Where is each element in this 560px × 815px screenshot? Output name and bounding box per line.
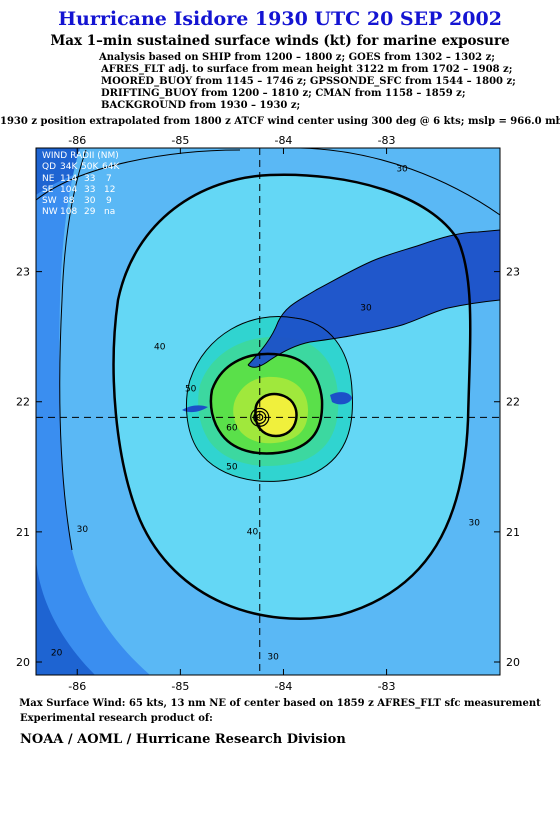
y-tick-label-left-1: 22	[16, 396, 30, 409]
x-tick-label-bottom-3: -83	[378, 680, 396, 693]
x-tick-label-top-1: -85	[171, 134, 189, 147]
analysis-line-2: AFRES_FLT adj. to surface from mean heig…	[101, 64, 513, 75]
y-tick-label-right-1: 22	[506, 396, 520, 409]
contour-34	[112, 173, 472, 620]
analysis-line-4: DRIFTING_BUOY from 1200 – 1810 z; CMAN f…	[101, 88, 466, 99]
center-ring-1	[250, 407, 270, 427]
wind-radii-header-34k: 34K	[60, 162, 78, 172]
map-title: Hurricane Isidore 1930 UTC 20 SEP 2002	[58, 8, 502, 30]
wind-radii-ne-qd: NE	[42, 174, 55, 184]
wind-radii-se-50k: 33	[84, 185, 95, 195]
field-60	[255, 394, 297, 436]
wind-radii-ne-50k: 33	[84, 174, 95, 184]
wind-radii-se-34k: 104	[60, 185, 77, 195]
contour-label-1: 30	[360, 304, 372, 314]
wind-radii-header-qd: QD	[42, 162, 56, 172]
analysis-line-3: MOORED_BUOY from 1145 – 1746 z; GPSSONDE…	[101, 76, 516, 87]
wind-radii-sw-34k: 88	[63, 196, 75, 206]
contour-label-3: 50	[185, 384, 197, 394]
analysis-line-5: BACKGROUND from 1930 – 1930 z;	[101, 100, 301, 111]
analysis-line-1: Analysis based on SHIP from 1200 – 1800 …	[99, 52, 495, 63]
cuba-coastline	[247, 229, 500, 368]
wind-analysis-chart: 30 30 40 50 60 50 40 30 30 30 20 WIND RADII (NM) Q…	[16, 134, 520, 693]
plot-frame	[35, 147, 501, 676]
x-tick-label-top-3: -83	[378, 134, 396, 147]
x-tick-label-bottom-1: -85	[171, 680, 189, 693]
contour-label-4: 60	[226, 423, 238, 433]
wind-radii-ne-34k: 114	[60, 174, 77, 184]
x-tick-label-top-2: -84	[274, 134, 292, 147]
y-tick-label-right-2: 21	[506, 526, 520, 539]
research-note: Experimental research product of:	[20, 713, 213, 724]
wind-radii-se-qd: SE	[42, 185, 54, 195]
cape-land	[182, 405, 208, 413]
wind-radii-nw-qd: NW	[42, 207, 58, 217]
wind-radii-sw-qd: SW	[42, 196, 57, 206]
contour-label-5: 50	[226, 462, 238, 472]
axis-ticks: -86 -86 -85 -85 -84 -84 -83 -83 23 23 22 22 21 21 20 20	[16, 134, 520, 693]
y-tick-label-left-2: 21	[16, 526, 30, 539]
y-tick-label-right-3: 20	[506, 656, 520, 669]
contour-40	[186, 316, 353, 482]
wind-radii-sw-50k: 30	[84, 196, 96, 206]
contour-label-9: 30	[468, 518, 480, 528]
position-note: 1930 z position extrapolated from 1800 z…	[0, 116, 560, 127]
wind-radii-nw-34k: 108	[60, 207, 77, 217]
contour-label-7: 30	[77, 525, 89, 535]
center-ring-2	[253, 410, 267, 424]
contour-lines	[36, 148, 500, 620]
wind-radii-sw-64k: 9	[106, 196, 112, 206]
contour-50	[209, 352, 324, 455]
contour-labels: 30 30 40 50 60 50 40 30 30 30 20	[51, 164, 480, 662]
wind-field	[36, 148, 500, 675]
wind-radii-header-50k: 50K	[81, 162, 99, 172]
wind-radii-ne-64k: 7	[106, 174, 112, 184]
max-wind-note: Max Surface Wind: 65 kts, 13 nm NE of ce…	[19, 698, 541, 709]
y-tick-label-left-0: 23	[16, 266, 30, 279]
storm-center-marker	[250, 407, 270, 427]
x-tick-label-bottom-0: -86	[68, 680, 86, 693]
wind-radii-se-64k: 12	[104, 185, 115, 195]
contour-label-10: 20	[51, 648, 63, 658]
x-tick-label-bottom-2: -84	[274, 680, 292, 693]
isle-of-youth-land	[330, 392, 352, 405]
wind-radii-table: WIND RADII (NM) QD 34K 50K 64K NE 114 33…	[42, 151, 120, 217]
y-tick-label-left-3: 20	[16, 656, 30, 669]
contour-label-2: 40	[154, 343, 166, 353]
wind-radii-header-64k: 64K	[102, 162, 120, 172]
contour-64	[254, 392, 298, 438]
contour-30-west	[59, 149, 87, 551]
cuba-land	[248, 230, 500, 368]
contour-label-0: 30	[396, 164, 408, 174]
wind-radii-title: WIND RADII (NM)	[42, 151, 119, 161]
contour-30-outer	[36, 148, 500, 216]
wind-radii-nw-64k: na	[104, 207, 115, 217]
y-tick-label-right-0: 23	[506, 266, 520, 279]
contour-label-6: 40	[247, 527, 259, 537]
contour-label-8: 30	[267, 652, 279, 662]
organization-name: NOAA / AOML / Hurricane Research Divisio…	[20, 732, 346, 747]
x-tick-label-top-0: -86	[68, 134, 86, 147]
map-subtitle: Max 1–min sustained surface winds (kt) f…	[50, 33, 510, 49]
center-ring-3	[256, 413, 264, 421]
wind-radii-nw-50k: 29	[84, 207, 96, 217]
